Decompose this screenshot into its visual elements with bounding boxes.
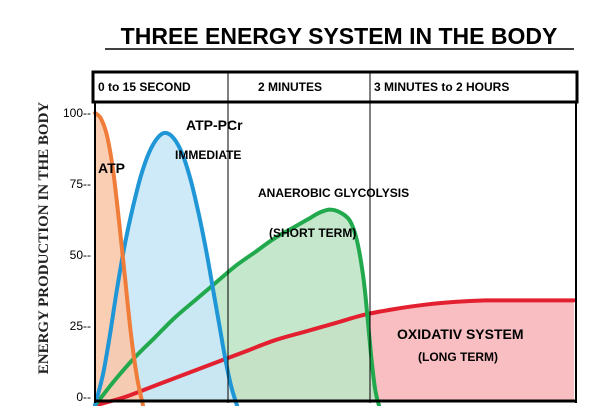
y-tick-0: 0-- [76,390,91,404]
area-fills [95,113,574,406]
line-atp [93,111,145,408]
label-atp: ATP [98,160,125,176]
label-short-term: (SHORT TERM) [269,226,356,240]
y-tick-50: 50-- [70,248,91,262]
chart-title: THREE ENERGY SYSTEM IN THE BODY [121,23,558,49]
label-atp-pcr: ATP-PCr [186,117,243,133]
label-oxidativ-system: OXIDATIV SYSTEM [397,326,524,342]
label-anaerobic-glycolysis: ANAEROBIC GLYCOLYSIS [258,186,409,200]
series-lines [93,111,576,408]
y-tick-25: 25-- [70,319,91,333]
label-immediate: IMMEDIATE [175,148,241,162]
area-atp [95,113,143,406]
y-axis-label: ENERGY PRODUCTION IN THE BODY [36,102,52,375]
line-atp-pcr [93,130,239,408]
time-header-band [91,70,579,104]
y-ticks: 0-- 25-- 50-- 75-- 100-- [63,106,91,404]
y-tick-100: 100-- [63,106,91,120]
line-anaerobic-glycolysis [93,207,381,408]
label-long-term: (LONG TERM) [418,350,498,364]
header-3-minutes-2-hours: 3 MINUTES to 2 HOURS [374,80,509,94]
header-2-minutes: 2 MINUTES [258,80,322,94]
header-0-15-second: 0 to 15 SECOND [98,80,191,94]
line-oxidativ-system [93,298,576,408]
y-tick-75: 75-- [70,177,91,191]
